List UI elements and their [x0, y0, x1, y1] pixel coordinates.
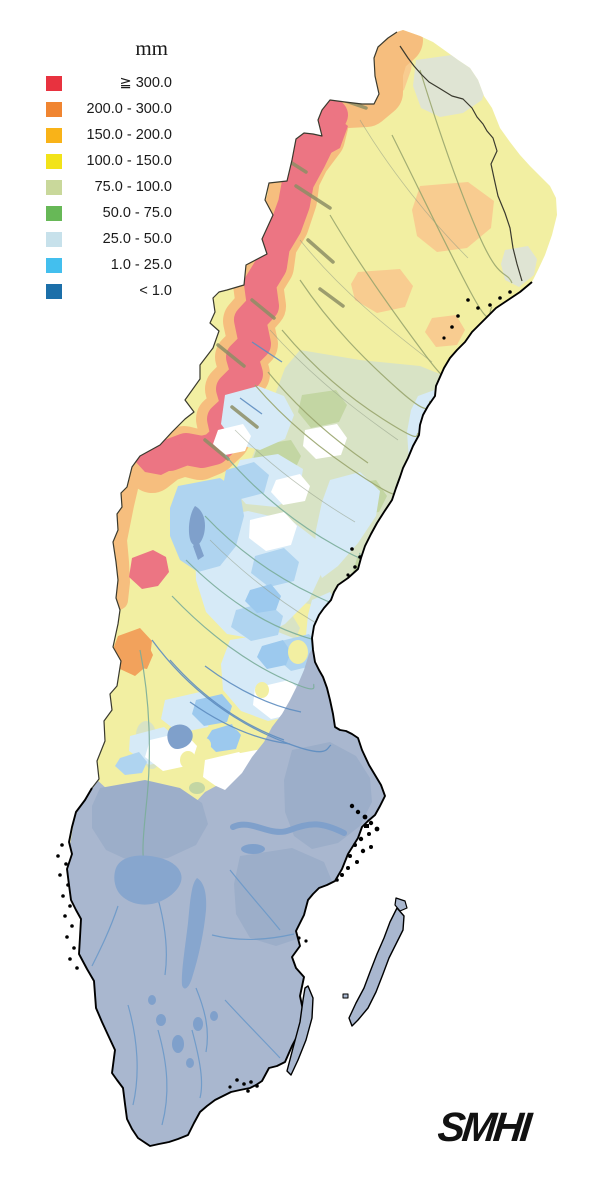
legend-swatch	[46, 258, 62, 273]
legend-item: 1.0 - 25.0	[46, 258, 172, 273]
legend-item: 200.0 - 300.0	[46, 102, 172, 117]
legend-item: 75.0 - 100.0	[46, 180, 172, 195]
island-gotland	[348, 907, 405, 1027]
island-faro	[394, 897, 408, 912]
coastline	[66, 281, 533, 1147]
legend-swatch	[46, 284, 62, 299]
lake-hjalmaren	[241, 844, 265, 854]
legend-item: 50.0 - 75.0	[46, 206, 172, 221]
norway-border-line	[91, 31, 398, 789]
island-small-west-of-gotland	[342, 993, 349, 999]
legend-label: 1.0 - 25.0	[110, 257, 172, 273]
legend-label: 200.0 - 300.0	[86, 101, 172, 117]
legend-label: 75.0 - 100.0	[94, 179, 172, 195]
legend-item: ≧ 300.0	[46, 76, 172, 91]
orange-band-lower	[107, 478, 138, 610]
grey-green-patches	[413, 55, 537, 287]
map-legend: mm ≧ 300.0 200.0 - 300.0 150.0 - 200.0 1…	[46, 36, 172, 310]
rivers-south	[91, 867, 295, 1126]
legend-swatch	[46, 76, 62, 91]
legend-label: 50.0 - 75.0	[102, 205, 172, 221]
legend-label: 100.0 - 150.0	[86, 153, 172, 169]
legend-swatch	[46, 128, 62, 143]
legend-swatch	[46, 232, 62, 247]
legend-label: 25.0 - 50.0	[102, 231, 172, 247]
smhi-logo: SMHI	[435, 1104, 531, 1150]
rivers-middle	[151, 341, 332, 753]
legend-swatch	[46, 102, 62, 117]
island-oland	[286, 985, 314, 1076]
legend-label: < 1.0	[139, 283, 172, 299]
lakes	[114, 506, 347, 1068]
islands	[286, 897, 408, 1076]
lake-vattern	[181, 878, 207, 989]
finland-border-line	[399, 45, 523, 282]
legend-label: 150.0 - 200.0	[86, 127, 172, 143]
legend-swatch	[46, 206, 62, 221]
lake-malaren	[230, 821, 347, 836]
legend-swatch	[46, 154, 62, 169]
legend-label: ≧ 300.0	[119, 75, 172, 91]
legend-item: 25.0 - 50.0	[46, 232, 172, 247]
lake-storsjon	[188, 506, 205, 560]
archipelago-dots	[56, 290, 512, 1093]
yellow-spots	[180, 640, 308, 769]
lake-siljan	[167, 724, 193, 750]
strong-blue-patches	[192, 584, 291, 752]
legend-item: < 1.0	[46, 284, 172, 299]
legend-item: 100.0 - 150.0	[46, 154, 172, 169]
legend-unit-label: mm	[135, 36, 168, 60]
basin-boundary-lines	[209, 119, 469, 629]
legend-item: 150.0 - 200.0	[46, 128, 172, 143]
small-lakes-south	[148, 995, 218, 1068]
lake-vanern	[114, 855, 182, 905]
legend-swatch	[46, 180, 62, 195]
